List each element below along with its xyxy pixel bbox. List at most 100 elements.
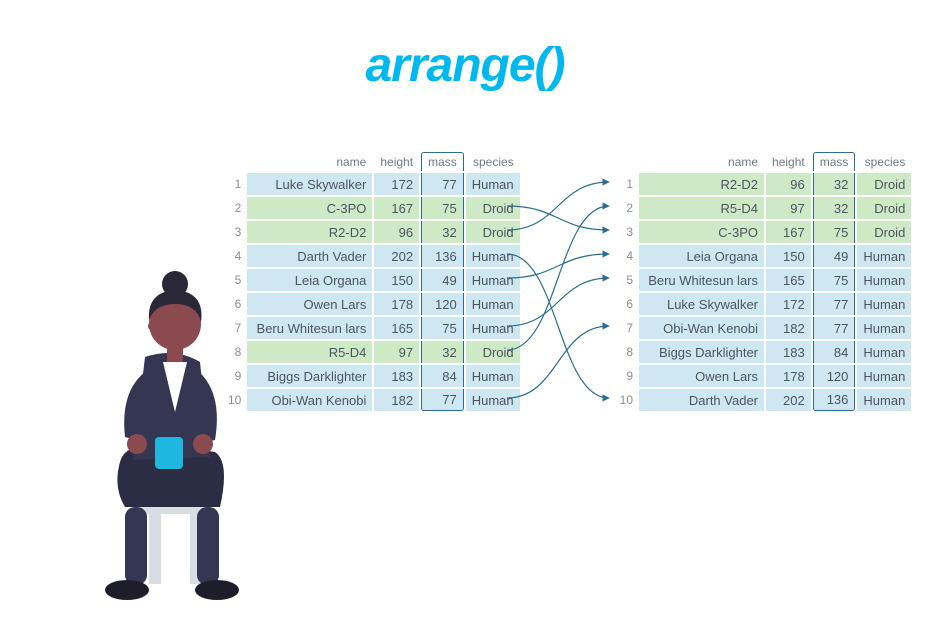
col-header-species: species — [857, 152, 911, 171]
cell-mass: 77 — [421, 173, 464, 195]
table-row: 3C-3PO16775Droid — [614, 221, 912, 243]
row-number: 2 — [222, 197, 245, 219]
cell-mass: 32 — [421, 221, 464, 243]
row-number: 3 — [614, 221, 637, 243]
cell-species: Droid — [466, 197, 520, 219]
cell-height: 150 — [374, 269, 419, 291]
table-row: 8Biggs Darklighter18384Human — [614, 341, 912, 363]
cell-name: Beru Whitesun lars — [639, 269, 764, 291]
col-header-mass: mass — [421, 152, 464, 171]
table-row: 2C-3PO16775Droid — [222, 197, 520, 219]
cell-mass: 77 — [813, 293, 856, 315]
cell-height: 165 — [374, 317, 419, 339]
table-row: 1Luke Skywalker17277Human — [222, 173, 520, 195]
col-header-height: height — [766, 152, 811, 171]
table-row: 1R2-D29632Droid — [614, 173, 912, 195]
cell-height: 172 — [374, 173, 419, 195]
cell-species: Human — [857, 365, 911, 387]
cell-species: Human — [466, 245, 520, 267]
cell-species: Human — [857, 389, 911, 411]
table-row: 4Leia Organa15049Human — [614, 245, 912, 267]
cell-name: Darth Vader — [639, 389, 764, 411]
cell-height: 150 — [766, 245, 811, 267]
cell-height: 167 — [766, 221, 811, 243]
cell-height: 178 — [766, 365, 811, 387]
cell-mass: 75 — [421, 317, 464, 339]
cell-species: Human — [857, 341, 911, 363]
cell-height: 167 — [374, 197, 419, 219]
cell-name: Obi-Wan Kenobi — [639, 317, 764, 339]
cell-height: 182 — [374, 389, 419, 411]
cell-species: Human — [857, 245, 911, 267]
col-header-name: name — [247, 152, 372, 171]
cell-species: Human — [466, 365, 520, 387]
page-title: arrange() — [0, 38, 930, 93]
cell-species: Droid — [466, 341, 520, 363]
cell-name: R5-D4 — [639, 197, 764, 219]
cell-height: 97 — [766, 197, 811, 219]
row-number: 10 — [614, 389, 637, 411]
cell-mass: 84 — [421, 365, 464, 387]
cell-name: Leia Organa — [639, 245, 764, 267]
row-number: 8 — [614, 341, 637, 363]
cell-species: Droid — [857, 173, 911, 195]
right-table: nameheightmassspecies1R2-D29632Droid2R5-… — [612, 150, 914, 413]
cell-mass: 77 — [813, 317, 856, 339]
table-row: 10Darth Vader202136Human — [614, 389, 912, 411]
cell-species: Human — [466, 173, 520, 195]
cell-name: Luke Skywalker — [639, 293, 764, 315]
cell-height: 178 — [374, 293, 419, 315]
cell-height: 96 — [766, 173, 811, 195]
table-row: 9Owen Lars178120Human — [614, 365, 912, 387]
cell-name: C-3PO — [639, 221, 764, 243]
cell-mass: 120 — [813, 365, 856, 387]
row-number: 2 — [614, 197, 637, 219]
cell-mass: 49 — [421, 269, 464, 291]
cell-mass: 32 — [813, 197, 856, 219]
cell-height: 183 — [374, 365, 419, 387]
row-number: 5 — [614, 269, 637, 291]
row-number: 9 — [614, 365, 637, 387]
cell-height: 202 — [374, 245, 419, 267]
cell-mass: 49 — [813, 245, 856, 267]
cell-name: C-3PO — [247, 197, 372, 219]
cell-species: Human — [857, 269, 911, 291]
cell-species: Droid — [857, 197, 911, 219]
cell-name: R2-D2 — [639, 173, 764, 195]
cell-species: Human — [857, 293, 911, 315]
cell-species: Human — [466, 317, 520, 339]
cell-height: 182 — [766, 317, 811, 339]
row-number: 6 — [614, 293, 637, 315]
table-row: 7Obi-Wan Kenobi18277Human — [614, 317, 912, 339]
cell-species: Human — [466, 389, 520, 411]
col-header-mass: mass — [813, 152, 856, 171]
cell-mass: 77 — [421, 389, 464, 411]
cell-height: 183 — [766, 341, 811, 363]
cell-name: Biggs Darklighter — [639, 341, 764, 363]
cell-name: Owen Lars — [639, 365, 764, 387]
cell-mass: 32 — [421, 341, 464, 363]
cell-mass: 32 — [813, 173, 856, 195]
row-number: 1 — [222, 173, 245, 195]
cell-mass: 136 — [421, 245, 464, 267]
table-row: 5Beru Whitesun lars16575Human — [614, 269, 912, 291]
col-header-height: height — [374, 152, 419, 171]
cell-mass: 75 — [421, 197, 464, 219]
cell-name: Luke Skywalker — [247, 173, 372, 195]
row-number: 1 — [614, 173, 637, 195]
cell-mass: 75 — [813, 269, 856, 291]
cell-species: Droid — [857, 221, 911, 243]
cell-height: 165 — [766, 269, 811, 291]
cell-mass: 136 — [813, 389, 856, 411]
cell-mass: 84 — [813, 341, 856, 363]
col-header-name: name — [639, 152, 764, 171]
cell-species: Human — [857, 317, 911, 339]
cell-species: Human — [466, 269, 520, 291]
cell-mass: 120 — [421, 293, 464, 315]
cell-species: Droid — [466, 221, 520, 243]
row-number: 3 — [222, 221, 245, 243]
cell-species: Human — [466, 293, 520, 315]
cell-name: R2-D2 — [247, 221, 372, 243]
person-illustration — [25, 262, 325, 602]
table-row: 6Luke Skywalker17277Human — [614, 293, 912, 315]
